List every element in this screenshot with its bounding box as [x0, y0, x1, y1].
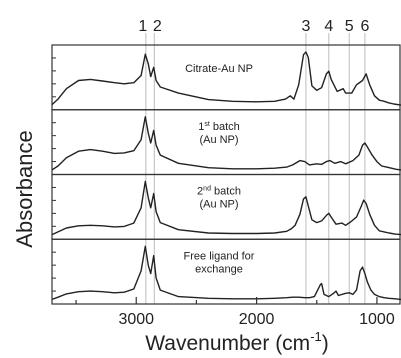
panel-2: 1st batch (Au NP) [51, 109, 401, 176]
panel-1: Citrate-Au NP [51, 44, 401, 111]
x-tick-label-2000: 2000 [239, 311, 275, 328]
panel-label: 1st batch (Au NP) [198, 121, 240, 146]
reference-label-6: 6 [360, 18, 369, 35]
spectra-panels: Citrate-Au NP 1st batch (Au NP) 2nd batch (A… [51, 44, 401, 305]
x-axis-label-text: Wavenumber (cm [145, 332, 310, 355]
spectrum-line [51, 180, 401, 236]
x-tick-label-1000: 1000 [359, 311, 395, 328]
x-axis-label-exponent: -1 [310, 329, 322, 344]
reference-lines [145, 33, 366, 304]
reference-label-4: 4 [324, 18, 333, 35]
panel-label: Citrate-Au NP [185, 63, 253, 75]
panel-4: Free ligand for exchange [51, 238, 401, 305]
panel-label: 2nd batch (Au NP) [197, 186, 241, 211]
x-tick-label-3000: 3000 [118, 311, 154, 328]
panel-frame [51, 44, 401, 111]
panel-frame [51, 238, 401, 305]
x-axis-label: Wavenumber (cm-1) [145, 329, 329, 355]
y-axis-label: Absorbance [12, 130, 37, 247]
reference-label-2: 2 [153, 18, 162, 35]
panel-label: Free ligand for exchange [184, 250, 255, 275]
spectrum-line [51, 116, 401, 171]
x-axis-label-end: ) [322, 332, 329, 355]
spectrum-line [51, 51, 401, 106]
spectrum-line [51, 245, 401, 301]
x-axis: 3000 2000 1000 [75, 297, 395, 328]
reference-label-1: 1 [138, 18, 147, 35]
reference-label-3: 3 [301, 18, 310, 35]
reference-label-5: 5 [345, 18, 354, 35]
panel-3: 2nd batch (Au NP) [51, 173, 401, 240]
